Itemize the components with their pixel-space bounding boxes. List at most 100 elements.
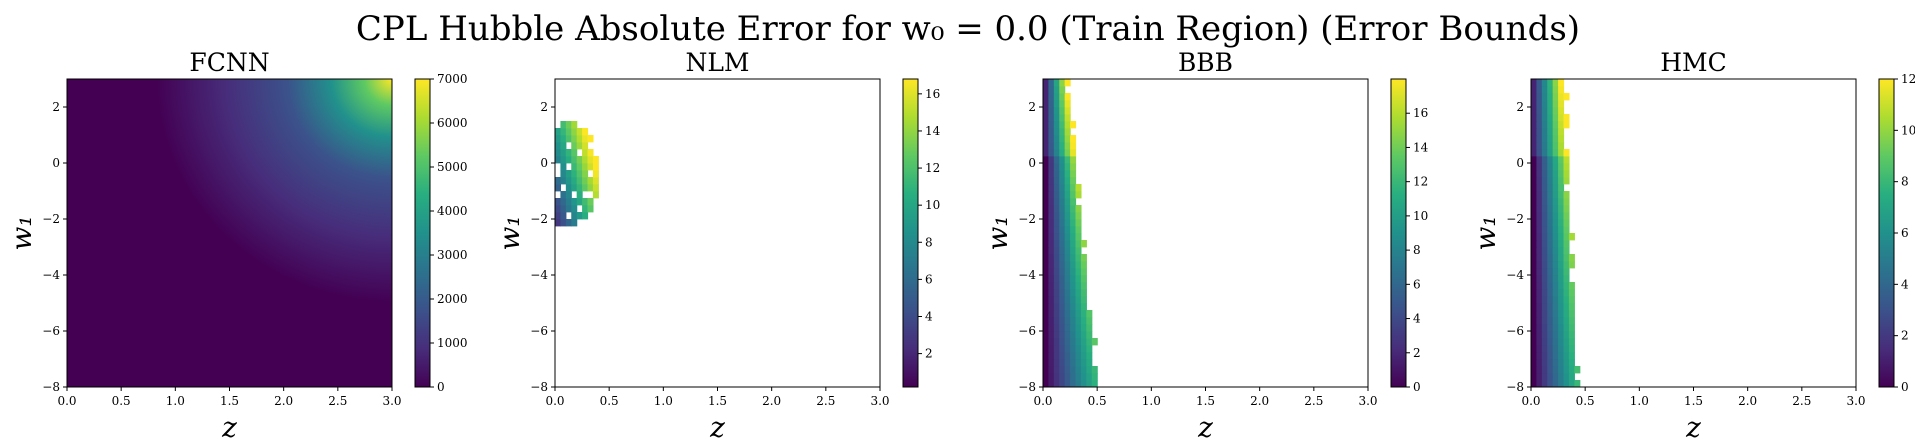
heatmap-cell-207 <box>1558 198 1565 206</box>
heatmap-cell-43 <box>1064 352 1071 360</box>
heatmap-cell-169 <box>1547 233 1554 241</box>
heatmap-cell-300 <box>1558 100 1565 108</box>
heatmap-cell-249 <box>1563 156 1570 164</box>
heatmap-cell-110 <box>1552 289 1559 297</box>
x-axis-label: z <box>1685 411 1701 444</box>
heatmap-cell-106 <box>1059 303 1066 311</box>
heatmap-cell-127 <box>1558 275 1565 283</box>
heatmap-cell-235 <box>1070 184 1077 192</box>
heatmap-cell-154 <box>1541 247 1548 255</box>
heatmap-cell-64 <box>1563 331 1570 339</box>
heatmap-cell-219 <box>1053 198 1060 206</box>
heatmap-cell-230 <box>1536 170 1543 178</box>
heatmap-cell-267 <box>1552 135 1559 143</box>
heatmap-cell-275 <box>1531 121 1538 129</box>
colorbar-tick-label: 6 <box>1901 226 1909 240</box>
heatmap-cell-16 <box>1568 373 1575 381</box>
heatmap-cell-13 <box>1059 373 1066 381</box>
heatmap-cell-11 <box>1541 373 1548 381</box>
x-tick-label: 1.0 <box>166 394 185 408</box>
heatmap-cell-308 <box>1059 93 1066 101</box>
heatmap-cell-81 <box>1070 324 1077 332</box>
heatmap-cell-161 <box>1541 240 1548 248</box>
heatmap-cell-185 <box>1059 233 1066 241</box>
heatmap-cell-157 <box>1075 261 1082 269</box>
heatmap-cell-264 <box>1536 135 1543 143</box>
colorbar-tick-label: 8 <box>1901 175 1909 189</box>
heatmap-cell-39 <box>1043 352 1050 360</box>
heatmap-cell-204 <box>1048 212 1055 220</box>
heatmap-cell-94 <box>1552 303 1559 311</box>
heatmap-cell-129 <box>1053 282 1060 290</box>
heatmap-cell-207 <box>1064 212 1071 220</box>
heatmap-cell-43 <box>571 170 578 178</box>
heatmap-cell-12 <box>571 205 578 213</box>
plot-frame <box>1530 78 1857 388</box>
heatmap-cell-229 <box>1075 191 1082 199</box>
heatmap-cell-254 <box>1552 149 1559 157</box>
heatmap-cell-2 <box>1541 380 1548 388</box>
heatmap-cell-149 <box>1075 268 1082 276</box>
heatmap-cell-266 <box>1070 149 1077 157</box>
heatmap-cell-139 <box>1064 275 1071 283</box>
heatmap-cell-98 <box>1064 310 1071 318</box>
heatmap-cell-131 <box>1064 282 1071 290</box>
heatmap-cell-289 <box>1070 121 1077 129</box>
colorbar-tick-label: 0 <box>1901 380 1909 394</box>
heatmap-cell-45 <box>1547 345 1554 353</box>
heatmap-cell-174 <box>1531 226 1538 234</box>
heatmap-cell-309 <box>1536 86 1543 94</box>
heatmap-cell-104 <box>1048 303 1055 311</box>
heatmap-cell-298 <box>1059 107 1066 115</box>
heatmap-cell-22 <box>1558 366 1565 374</box>
heatmap-cell-70 <box>1059 331 1066 339</box>
heatmap-cell-126 <box>1080 289 1087 297</box>
heatmap-cell-102 <box>1552 296 1559 304</box>
heatmap-cell-97 <box>1059 310 1066 318</box>
heatmap-cell-310 <box>1541 86 1548 94</box>
heatmap-cell-81 <box>1568 317 1575 325</box>
heatmap-cell-202 <box>1531 198 1538 206</box>
heatmap-cell-20 <box>1043 366 1050 374</box>
heatmap-cell-313 <box>1059 86 1066 94</box>
heatmap-cell-267 <box>1043 142 1050 150</box>
heatmap-cell-62 <box>1552 331 1559 339</box>
heatmap-cell-218 <box>1541 184 1548 192</box>
heatmap-cell-75 <box>571 135 578 143</box>
heatmap-cell-35 <box>1070 359 1077 367</box>
heatmap-cell-80 <box>1064 324 1071 332</box>
heatmap-cell-208 <box>1070 212 1077 220</box>
heatmap-cell-282 <box>1059 128 1066 136</box>
heatmap-cell-90 <box>1070 317 1077 325</box>
heatmap-cell-252 <box>1059 163 1066 171</box>
heatmap-cell-199 <box>1552 205 1559 213</box>
heatmap-cell-17 <box>565 198 572 206</box>
heatmap-cell-56 <box>1086 345 1093 353</box>
heatmap-cell-109 <box>1075 303 1082 311</box>
heatmap-cell-214 <box>1064 205 1071 213</box>
heatmap-cell-290 <box>1536 107 1543 115</box>
heatmap-cell-20 <box>1547 366 1554 374</box>
colorbar-tick-label: 10 <box>925 198 940 212</box>
heatmap-cell-176 <box>1053 240 1060 248</box>
heatmap-cell-247 <box>1552 156 1559 164</box>
heatmap-cell-199 <box>1059 219 1066 227</box>
heatmap-cell-292 <box>1547 107 1554 115</box>
colorbar-tick-label: 4 <box>1901 277 1909 291</box>
y-tick-label: −4 <box>1506 268 1524 282</box>
heatmap-cell-38 <box>1086 359 1093 367</box>
x-tick-label: 0.5 <box>1576 394 1595 408</box>
colorbar-tick-label: 0 <box>1413 380 1421 394</box>
heatmap-cell-109 <box>1547 289 1554 297</box>
y-tick-label: −2 <box>1018 212 1036 226</box>
colorbar-tick-label: 8 <box>1413 243 1421 257</box>
heatmap-cell-93 <box>1086 317 1093 325</box>
heatmap-cell-238 <box>1541 163 1548 171</box>
heatmap-cell-42 <box>565 170 572 178</box>
heatmap-cell-54 <box>1075 345 1082 353</box>
heatmap-cell-134 <box>1080 282 1087 290</box>
heatmap-cell-35 <box>1536 352 1543 360</box>
heatmap-cell-235 <box>1563 170 1570 178</box>
heatmap-cell-291 <box>1048 114 1055 122</box>
heatmap-cell-55 <box>565 156 572 164</box>
